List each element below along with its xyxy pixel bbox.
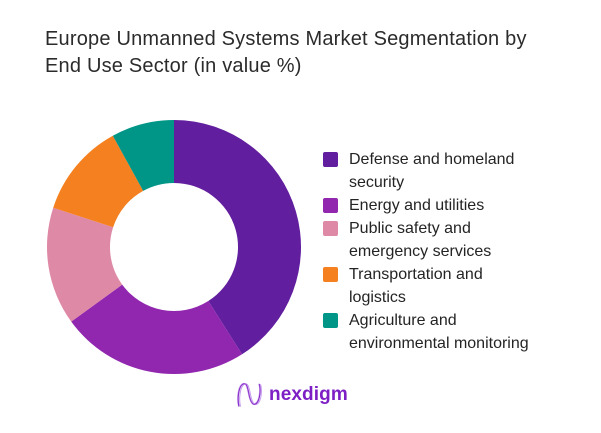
donut-slice-1	[71, 284, 243, 375]
legend-item-public-safety: Public safety and emergency services	[323, 217, 529, 263]
legend-label-energy: Energy and utilities	[349, 197, 485, 214]
legend-swatch-energy	[323, 198, 338, 213]
nexdigm-logo: nexdigm	[236, 380, 348, 410]
chart-title-line-2: End Use Sector (in value %)	[45, 55, 302, 77]
legend-swatch-defense	[323, 152, 338, 167]
legend-item-energy: Energy and utilities	[323, 194, 529, 217]
legend-label-defense: Defense and homeland security	[349, 151, 515, 191]
donut-slice-3	[53, 135, 144, 228]
legend-label-agriculture: Agriculture and environmental monitoring	[349, 312, 529, 352]
legend-label-public-safety: Public safety and emergency services	[349, 220, 492, 260]
nexdigm-logo-icon	[236, 382, 262, 407]
legend-label-transportation: Transportation and logistics	[349, 266, 483, 306]
legend-item-transportation: Transportation and logistics	[323, 263, 529, 309]
chart-title: Europe Unmanned Systems Market Segmentat…	[45, 26, 580, 80]
donut-slice-4	[112, 120, 174, 191]
donut-chart	[44, 117, 304, 377]
legend-swatch-agriculture	[323, 313, 338, 328]
legend-item-agriculture: Agriculture and environmental monitoring	[323, 309, 529, 355]
legend-swatch-transportation	[323, 267, 338, 282]
donut-slice-0	[174, 120, 302, 355]
donut-slice-2	[47, 207, 123, 322]
legend-swatch-public-safety	[323, 221, 338, 236]
donut-chart-svg	[47, 120, 302, 375]
nexdigm-wordmark: nexdigm	[269, 384, 348, 405]
chart-title-line-1: Europe Unmanned Systems Market Segmentat…	[45, 28, 527, 50]
legend-item-defense: Defense and homeland security	[323, 148, 529, 194]
chart-legend: Defense and homeland security Energy and…	[323, 148, 529, 355]
